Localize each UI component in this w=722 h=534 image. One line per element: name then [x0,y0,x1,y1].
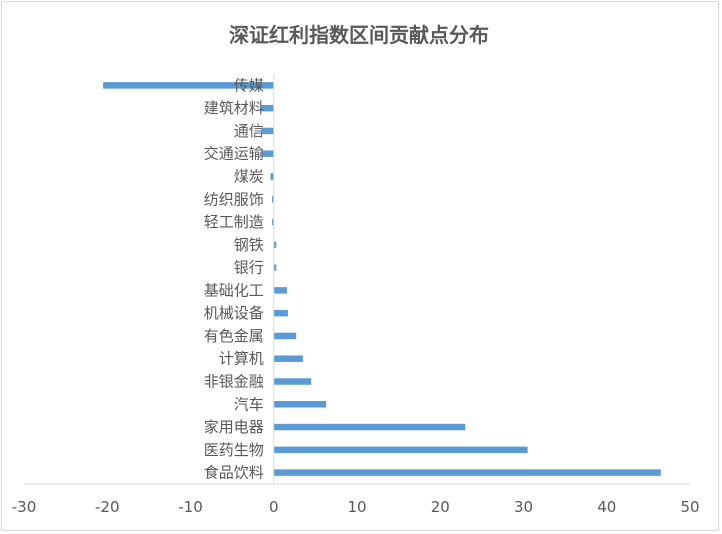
bar-11 [273,309,288,317]
category-label: 轻工制造 [204,213,264,231]
bar-3 [261,127,274,135]
bar-12 [273,332,297,340]
category-label: 建筑材料 [204,99,264,117]
x-tick-label: -10 [178,498,203,516]
x-tick-label: 20 [431,498,450,516]
x-tick-label: -30 [12,498,37,516]
category-label: 机械设备 [204,304,264,322]
bars-group [103,82,661,476]
category-label: 家用电器 [204,418,264,436]
category-label: 煤炭 [234,168,264,186]
bar-7 [272,218,274,226]
x-tick-label: 0 [269,498,279,516]
x-tick-labels: -30 -20 -10 0 10 20 30 40 50 [12,498,700,516]
category-label: 交通运输 [204,145,264,163]
category-label: 医药生物 [204,441,264,459]
bar-4 [261,150,274,157]
category-label: 传媒 [234,76,264,94]
bar-8 [273,241,277,249]
category-label: 银行 [234,259,264,277]
bar-9 [273,264,277,271]
bar-6 [272,196,274,203]
x-tick-label: 30 [514,498,533,516]
x-tick-label: 10 [347,498,366,516]
category-labels: 传媒建筑材料通信交通运输煤炭纺织服饰轻工制造钢铁银行基础化工机械设备有色金属计算… [204,76,264,481]
bar-5 [270,173,274,180]
category-label: 纺织服饰 [204,190,264,208]
chart-title: 深证红利指数区间贡献点分布 [229,23,489,47]
category-label: 有色金属 [204,327,264,345]
bar-2 [261,104,274,112]
bar-15 [273,401,327,408]
bar-16 [273,423,466,431]
x-tick-label: 50 [680,498,699,516]
category-label: 通信 [234,122,264,140]
x-tick-label: -20 [95,498,120,516]
category-label: 汽车 [234,395,264,413]
category-label: 计算机 [219,350,264,368]
bar-14 [273,378,312,385]
bar-1 [103,82,274,89]
bar-17 [273,446,528,454]
category-label: 非银金融 [204,373,264,391]
category-label: 基础化工 [204,281,264,299]
category-label: 食品饮料 [204,464,264,482]
bar-13 [273,355,303,362]
bar-10 [273,287,288,294]
x-tick-label: 40 [597,498,616,516]
category-label: 钢铁 [234,236,264,254]
bar-18 [273,469,661,476]
